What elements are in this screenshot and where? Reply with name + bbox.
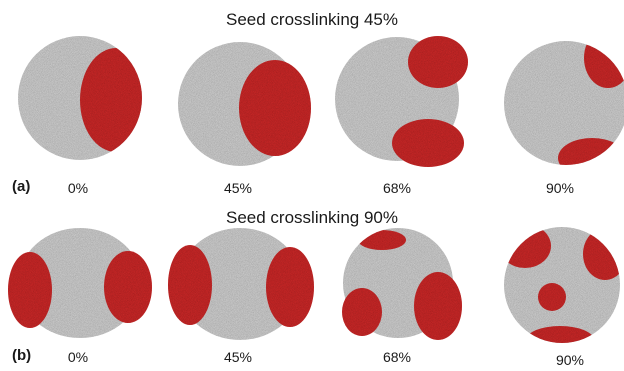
row-a-pct-2: 68% xyxy=(382,180,412,196)
particle-a-45pct xyxy=(178,42,311,166)
row-a-pct-0: 0% xyxy=(67,180,89,196)
row-a-pct-3: 90% xyxy=(545,180,575,196)
row-b-pct-0: 0% xyxy=(67,349,89,365)
row-b-pct-3: 90% xyxy=(555,352,585,368)
particle-a-68pct xyxy=(335,36,468,167)
particle-b-45pct xyxy=(168,228,314,340)
particle-b-0pct xyxy=(8,228,152,338)
row-b-title: Seed crosslinking 90% xyxy=(226,208,398,227)
particle-a-0pct xyxy=(18,36,142,160)
particle-a-90pct xyxy=(504,41,624,165)
particle-b-90pct xyxy=(504,227,620,343)
row-a-title: Seed crosslinking 45% xyxy=(226,10,398,29)
row-b-pct-1: 45% xyxy=(223,349,253,365)
row-a-label: (a) xyxy=(12,178,31,195)
row-b-label: (b) xyxy=(12,347,32,364)
row-b-pct-2: 68% xyxy=(382,349,412,365)
row-a-pct-1: 45% xyxy=(223,180,253,196)
particle-b-68pct xyxy=(342,228,462,340)
